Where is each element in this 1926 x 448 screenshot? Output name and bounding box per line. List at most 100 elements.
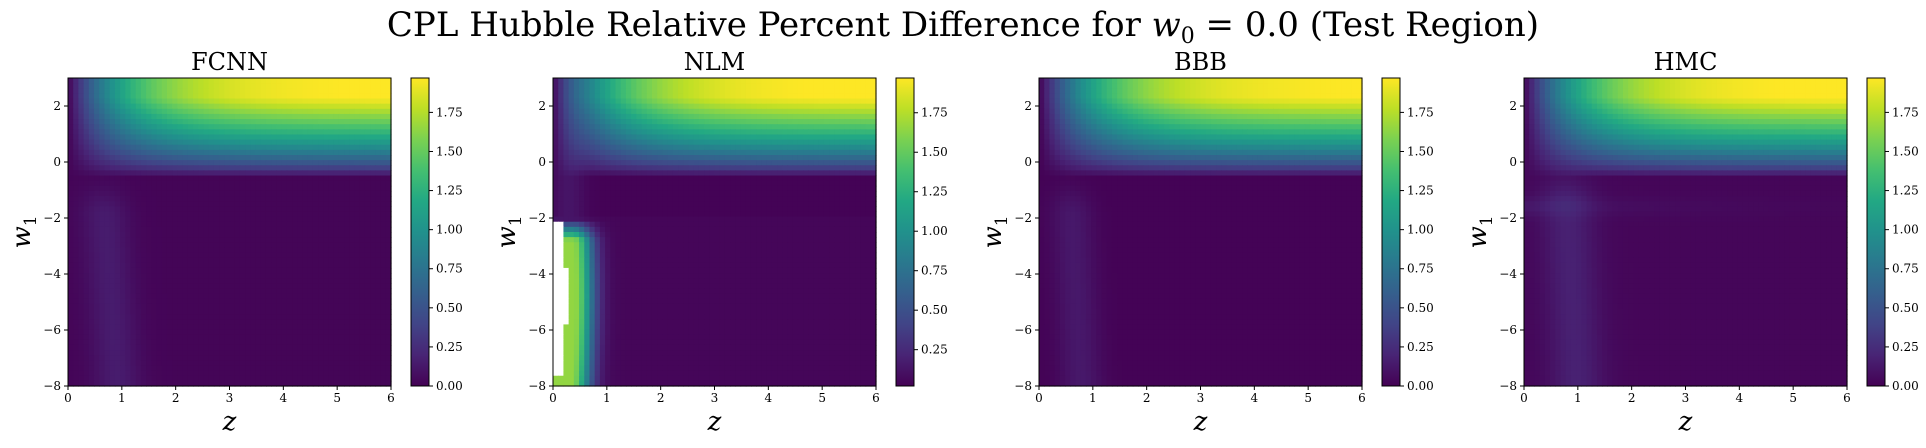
heatmap-cell xyxy=(130,124,137,130)
heatmap-cell xyxy=(239,155,246,161)
heatmap-cell xyxy=(276,180,283,187)
heatmap-cell xyxy=(250,319,257,325)
heatmap-cell xyxy=(364,242,371,248)
heatmap-cell xyxy=(114,108,121,115)
heatmap-cell xyxy=(239,196,246,202)
heatmap-cell xyxy=(219,375,225,382)
heatmap-cell xyxy=(286,309,293,315)
heatmap-cell xyxy=(823,119,830,125)
heatmap-cell xyxy=(693,83,700,89)
heatmap-cell xyxy=(114,334,121,341)
heatmap-cell xyxy=(255,180,262,187)
heatmap-cell xyxy=(688,134,695,141)
heatmap-cell xyxy=(631,144,637,151)
heatmap-cell xyxy=(255,293,262,300)
heatmap-cell xyxy=(787,78,794,84)
heatmap-cell xyxy=(229,226,236,233)
heatmap-cell xyxy=(234,329,241,336)
heatmap-cell xyxy=(224,314,231,320)
heatmap-cell xyxy=(568,144,575,151)
heatmap-cell xyxy=(177,350,184,356)
heatmap-cell xyxy=(344,185,350,192)
heatmap-cell xyxy=(94,309,100,315)
heatmap-cell xyxy=(229,380,236,387)
heatmap-cell xyxy=(333,93,340,100)
heatmap-cell xyxy=(255,247,262,254)
heatmap-cell xyxy=(312,155,319,161)
heatmap-cell xyxy=(698,139,705,146)
heatmap-cell xyxy=(620,144,627,151)
heatmap-cell xyxy=(234,319,241,325)
heatmap-cell xyxy=(78,160,85,166)
heatmap-cell xyxy=(125,83,132,89)
heatmap-cell xyxy=(99,350,106,356)
heatmap-cell xyxy=(161,113,168,120)
heatmap-cell xyxy=(219,319,225,325)
heatmap-cell xyxy=(156,160,163,166)
heatmap-cell xyxy=(281,196,288,202)
heatmap-cell xyxy=(782,129,789,136)
heatmap-cell xyxy=(844,113,851,120)
heatmap-cell xyxy=(187,267,194,274)
heatmap-cell xyxy=(229,303,236,310)
heatmap-cell xyxy=(161,98,168,105)
heatmap-cell xyxy=(318,334,324,341)
heatmap-cell xyxy=(156,344,163,351)
heatmap-cell xyxy=(844,129,851,136)
heatmap-cell xyxy=(239,257,246,264)
heatmap-cell xyxy=(135,380,142,387)
heatmap-cell xyxy=(68,298,74,305)
heatmap-cell xyxy=(234,139,241,146)
heatmap-cell xyxy=(172,196,178,202)
heatmap-cell xyxy=(714,149,721,156)
heatmap-cell xyxy=(359,273,366,279)
heatmap-cell xyxy=(672,175,679,182)
heatmap-cell xyxy=(271,175,277,182)
heatmap-cell xyxy=(568,113,575,120)
heatmap-cell xyxy=(172,160,178,166)
heatmap-cell xyxy=(99,134,106,141)
heatmap-cell xyxy=(213,155,220,161)
heatmap-cell xyxy=(318,344,324,351)
heatmap-cell xyxy=(354,334,361,341)
heatmap-cell xyxy=(740,83,747,89)
heatmap-cell xyxy=(109,83,116,89)
heatmap-cell xyxy=(161,206,168,213)
heatmap-cell xyxy=(813,103,820,110)
heatmap-cell xyxy=(229,257,236,264)
heatmap-cell xyxy=(735,83,742,89)
heatmap-cell xyxy=(213,226,220,233)
heatmap-cell xyxy=(255,380,262,387)
heatmap-cell xyxy=(286,288,293,295)
heatmap-cell xyxy=(213,257,220,264)
heatmap-cell xyxy=(182,134,189,141)
heatmap-cell xyxy=(182,88,189,94)
heatmap-cell xyxy=(151,247,158,254)
heatmap-cell xyxy=(678,144,684,151)
heatmap-cell xyxy=(620,103,627,110)
heatmap-cell xyxy=(234,314,241,320)
heatmap-cell xyxy=(672,98,679,105)
heatmap-cell xyxy=(297,360,304,367)
heatmap-cell xyxy=(140,134,147,141)
heatmap-cell xyxy=(698,175,705,182)
heatmap-cell xyxy=(636,88,643,94)
heatmap-cell xyxy=(265,201,272,207)
heatmap-cell xyxy=(250,283,257,290)
x-axis-label: z xyxy=(222,407,237,437)
x-tick-label: 1 xyxy=(118,391,126,405)
heatmap-cell xyxy=(78,93,85,100)
heatmap-cell xyxy=(745,160,752,166)
heatmap-cell xyxy=(359,165,366,171)
heatmap-cell xyxy=(849,170,856,177)
heatmap-cell xyxy=(318,221,324,228)
heatmap-cell xyxy=(229,196,236,202)
heatmap-cell xyxy=(234,196,241,202)
heatmap-cell xyxy=(208,237,215,243)
heatmap-cell xyxy=(229,360,236,367)
heatmap-cell xyxy=(229,129,236,136)
heatmap-cell xyxy=(380,196,387,202)
heatmap-cell xyxy=(250,314,257,320)
heatmap-cell xyxy=(568,170,575,177)
heatmap-cell xyxy=(78,267,85,274)
